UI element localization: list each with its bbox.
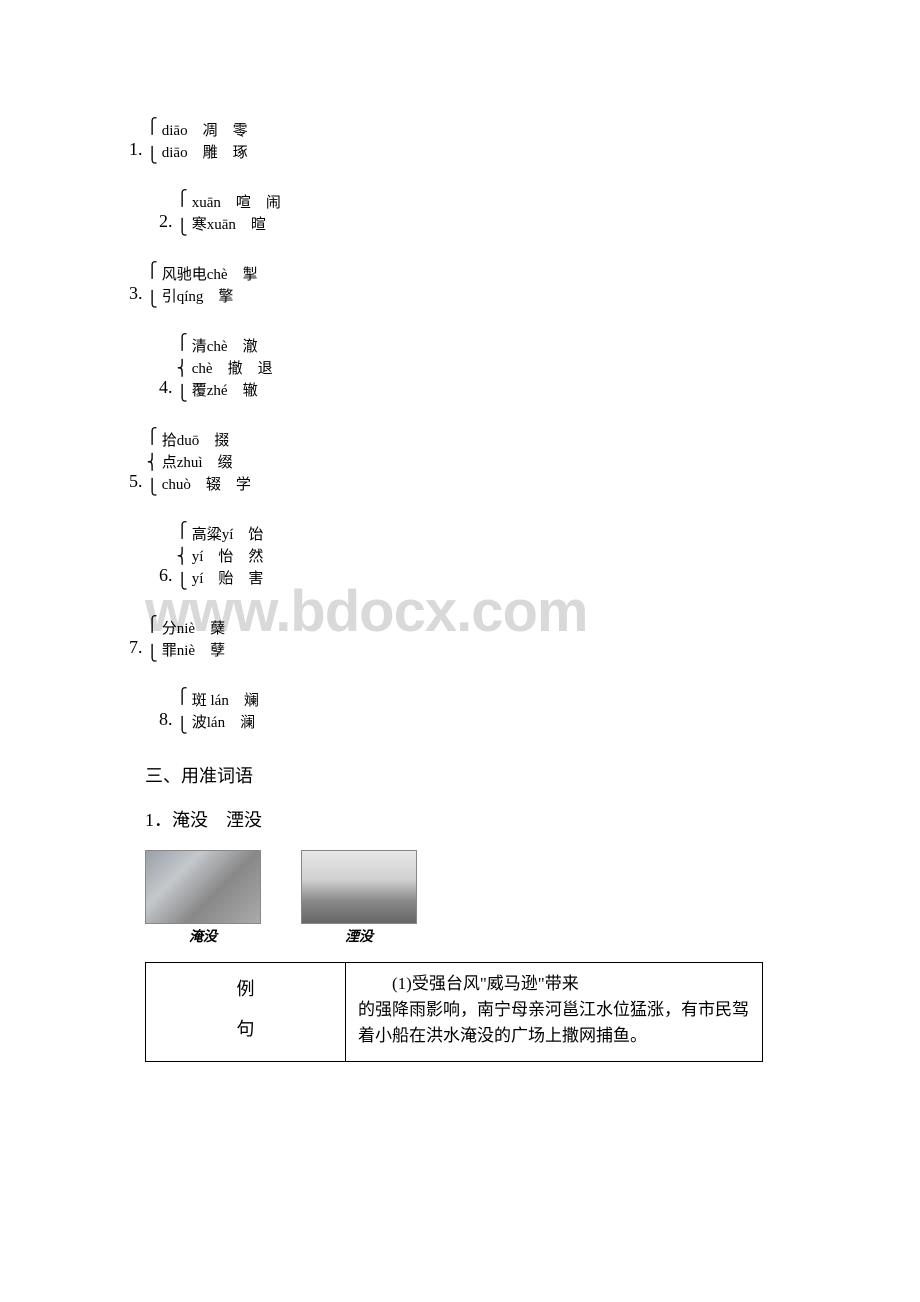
cell-line: (1)受强台风"威马逊"带来	[358, 971, 750, 997]
vocab-line: chè 撤 退	[192, 358, 273, 380]
vocab-item-8: 8. ⎧⎩ 斑 lán 斓 波lán 澜	[159, 690, 790, 734]
vocab-num: 7.	[129, 637, 143, 662]
brace-icon: ⎧⎩	[147, 264, 158, 308]
cell-text: 例	[154, 975, 337, 1001]
vocab-num: 5.	[129, 471, 143, 496]
vocab-line: diāo 雕 琢	[162, 142, 248, 164]
vocab-item-5: 5. ⎧⎨⎩ 拾duō 掇 点zhuì 缀 chuò 辍 学	[145, 430, 790, 496]
vocab-line: 覆zhé 辙	[192, 380, 273, 402]
images-row: 淹没 湮没	[145, 850, 790, 946]
vocab-num: 1.	[129, 139, 143, 164]
vocab-line: 高粱yí 饴	[192, 524, 264, 546]
vocab-line: 波lán 澜	[192, 712, 259, 734]
vocab-num: 2.	[159, 211, 173, 236]
vocab-line: 寒xuān 暄	[192, 214, 281, 236]
vocab-line: xuān 喧 闹	[192, 192, 281, 214]
vocab-line: yí 贻 害	[192, 568, 264, 590]
image-caption-1: 淹没	[145, 926, 261, 946]
brace-icon: ⎧⎩	[147, 618, 158, 662]
vocab-line: 引qíng 擎	[162, 286, 258, 308]
page-content: 1. ⎧⎩ diāo 凋 零 diāo 雕 琢 2. ⎧⎩ xuān 喧 闹 寒…	[0, 0, 920, 1062]
vocab-line: 风驰电chè 掣	[162, 264, 258, 286]
brace-icon: ⎧⎨⎩	[177, 336, 188, 402]
vocab-num: 3.	[129, 283, 143, 308]
vocab-line: yí 怡 然	[192, 546, 264, 568]
vocab-num: 8.	[159, 709, 173, 734]
vocab-line: 清chè 澈	[192, 336, 273, 358]
brace-icon: ⎧⎩	[147, 120, 158, 164]
cell-line: 的强降雨影响，南宁母亲河邕江水位猛涨，有市民驾着小船在洪水淹没的广场上撒网捕鱼。	[358, 1000, 749, 1045]
vocab-item-4: 4. ⎧⎨⎩ 清chè 澈 chè 撤 退 覆zhé 辙	[159, 336, 790, 402]
image-block-1: 淹没	[145, 850, 261, 946]
subheading: 1．淹没 湮没	[145, 806, 790, 832]
vocab-item-1: 1. ⎧⎩ diāo 凋 零 diāo 雕 琢	[145, 120, 790, 164]
vocab-num: 4.	[159, 377, 173, 402]
vocab-item-2: 2. ⎧⎩ xuān 喧 闹 寒xuān 暄	[159, 192, 790, 236]
vocab-item-7: 7. ⎧⎩ 分niè 蘖 罪niè 孽	[145, 618, 790, 662]
example-table: 例 句 (1)受强台风"威马逊"带来 的强降雨影响，南宁母亲河邕江水位猛涨，有市…	[145, 962, 763, 1062]
image-placeholder-1	[145, 850, 261, 924]
image-block-2: 湮没	[301, 850, 417, 946]
brace-icon: ⎧⎨⎩	[177, 524, 188, 590]
brace-icon: ⎧⎩	[177, 192, 188, 236]
vocab-num: 6.	[159, 565, 173, 590]
vocab-item-6: 6. ⎧⎨⎩ 高粱yí 饴 yí 怡 然 yí 贻 害	[159, 524, 790, 590]
image-caption-2: 湮没	[301, 926, 417, 946]
vocab-line: 拾duō 掇	[162, 430, 251, 452]
vocab-line: 斑 lán 斓	[192, 690, 259, 712]
table-cell-right: (1)受强台风"威马逊"带来 的强降雨影响，南宁母亲河邕江水位猛涨，有市民驾着小…	[346, 963, 762, 1061]
brace-icon: ⎧⎩	[177, 690, 188, 734]
table-row: 例 句 (1)受强台风"威马逊"带来 的强降雨影响，南宁母亲河邕江水位猛涨，有市…	[146, 963, 762, 1061]
cell-text: 句	[154, 1015, 337, 1041]
section-heading: 三、用准词语	[145, 762, 790, 788]
vocab-line: chuò 辍 学	[162, 474, 251, 496]
vocab-line: diāo 凋 零	[162, 120, 248, 142]
vocab-line: 点zhuì 缀	[162, 452, 251, 474]
brace-icon: ⎧⎨⎩	[147, 430, 158, 496]
vocab-line: 罪niè 孽	[162, 640, 225, 662]
image-placeholder-2	[301, 850, 417, 924]
table-cell-left: 例 句	[146, 963, 346, 1061]
vocab-line: 分niè 蘖	[162, 618, 225, 640]
vocab-item-3: 3. ⎧⎩ 风驰电chè 掣 引qíng 擎	[145, 264, 790, 308]
